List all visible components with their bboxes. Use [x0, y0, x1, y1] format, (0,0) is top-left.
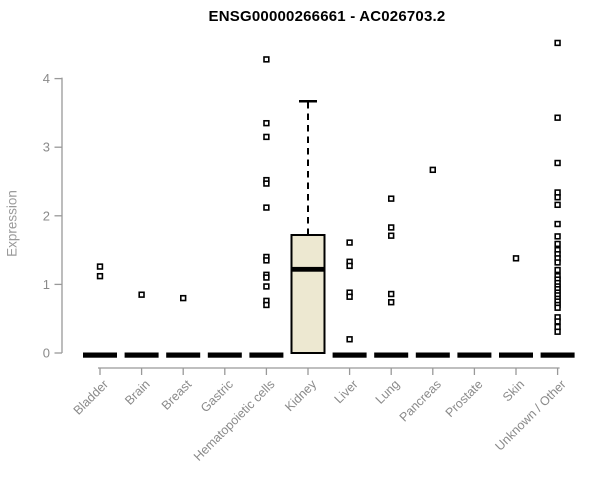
- zero-box-dash: [83, 352, 117, 358]
- outlier-point: [263, 133, 270, 141]
- x-category-label: Hematopoietic cells: [191, 377, 278, 464]
- zero-box-dash: [499, 352, 533, 358]
- zero-box-dash: [124, 352, 159, 358]
- outlier-point: [346, 262, 353, 270]
- outlier-point: [263, 204, 270, 211]
- zero-box-dash: [332, 352, 367, 358]
- outlier-point: [554, 328, 561, 335]
- x-category-label: Prostate: [443, 377, 486, 420]
- outlier-point: [387, 299, 395, 306]
- outlier-point: [263, 119, 270, 127]
- zero-box-dash: [207, 352, 242, 358]
- x-category-label: Unknown / Other: [492, 377, 568, 453]
- outlier-point: [346, 239, 353, 246]
- y-tick-label: 2: [43, 208, 50, 223]
- outlier-point: [96, 272, 104, 280]
- outlier-point: [554, 220, 561, 228]
- outlier-point: [387, 290, 395, 298]
- x-category-label: Bladder: [71, 377, 111, 417]
- x-category-label: Brain: [122, 377, 153, 408]
- outlier-point: [554, 194, 561, 201]
- zero-box-dash: [540, 352, 575, 358]
- outlier-point: [554, 259, 561, 266]
- outlier-point: [554, 318, 561, 325]
- outlier-point: [387, 224, 395, 231]
- outlier-point: [180, 294, 187, 302]
- outlier-point: [554, 266, 561, 274]
- y-tick-label: 4: [43, 71, 50, 86]
- outlier-point: [387, 195, 395, 202]
- box: [290, 234, 326, 354]
- outlier-point: [554, 233, 561, 240]
- outlier-point: [263, 283, 270, 290]
- x-category-label: Kidney: [282, 377, 319, 414]
- y-tick-label: 0: [43, 346, 50, 361]
- chart-title: ENSG00000266661 - AC026703.2: [208, 8, 446, 25]
- outlier-point: [554, 240, 561, 248]
- outlier-point: [346, 336, 353, 343]
- outlier-point: [263, 257, 270, 264]
- outlier-point: [512, 255, 520, 262]
- zero-box-dash: [457, 352, 492, 358]
- y-tick-label: 3: [43, 140, 50, 155]
- outlier-point: [554, 39, 561, 47]
- outlier-point: [387, 232, 395, 239]
- outlier-point: [429, 166, 436, 174]
- outlier-point: [263, 301, 270, 309]
- outlier-point: [346, 293, 353, 300]
- x-category-label: Liver: [332, 377, 361, 406]
- outlier-point: [263, 56, 270, 63]
- outlier-point: [554, 159, 561, 167]
- outlier-point: [554, 201, 561, 209]
- zero-box-dash: [249, 352, 284, 358]
- outlier-point: [263, 274, 270, 281]
- x-category-label: Breast: [159, 377, 195, 413]
- box-median: [291, 266, 325, 272]
- zero-box-dash: [166, 352, 201, 358]
- y-tick-label: 1: [43, 277, 50, 292]
- x-category-label: Skin: [500, 377, 527, 404]
- x-category-label: Lung: [373, 377, 403, 407]
- outlier-point: [138, 291, 145, 298]
- x-category-label: Gastric: [198, 377, 236, 415]
- outlier-point: [96, 263, 104, 270]
- x-category-label: Pancreas: [397, 377, 444, 424]
- zero-box-dash: [374, 352, 409, 358]
- outlier-point: [263, 180, 270, 187]
- outlier-point: [554, 304, 561, 311]
- outlier-point: [554, 114, 561, 121]
- zero-box-dash: [415, 352, 450, 358]
